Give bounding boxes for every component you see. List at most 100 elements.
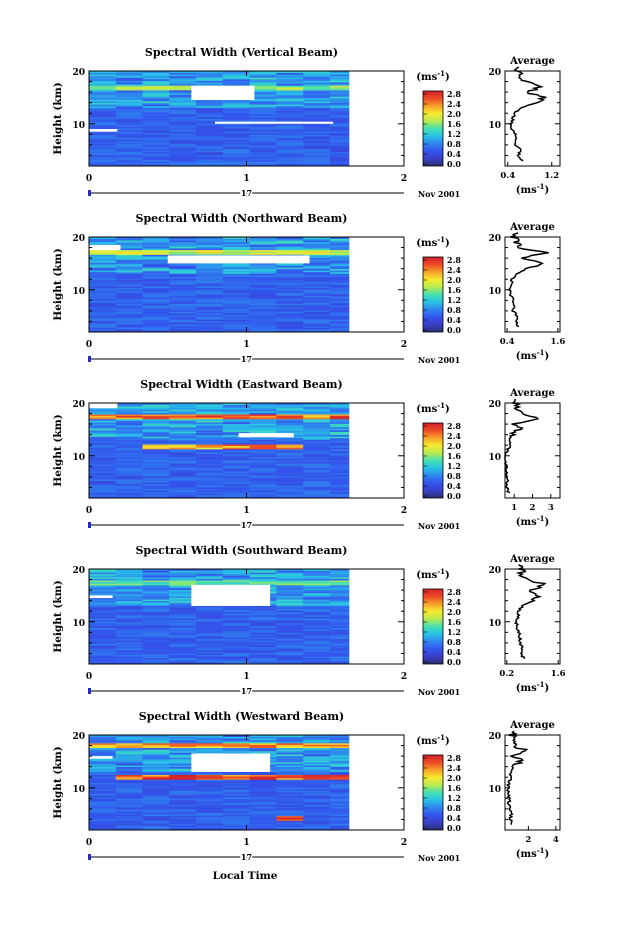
heatmap-cell — [222, 105, 251, 108]
heatmap-cell — [89, 286, 117, 289]
average-profile-line — [508, 66, 547, 162]
heatmap-cell — [329, 592, 350, 595]
heatmap-cell — [249, 575, 277, 578]
heatmap-cell — [329, 74, 350, 77]
heatmap-cell — [89, 284, 117, 287]
heatmap-cell — [196, 153, 224, 156]
heatmap-cell — [142, 154, 170, 157]
heatmap-cell — [196, 129, 224, 132]
heatmap-cell — [142, 426, 170, 429]
heatmap-cell — [276, 140, 304, 143]
heatmap-cell — [169, 164, 197, 167]
heatmap-cell — [222, 645, 251, 647]
heatmap-cell — [115, 782, 143, 785]
heatmap-cell — [169, 109, 197, 111]
heatmap-cell — [142, 90, 170, 92]
heatmap-cell — [142, 765, 170, 768]
heatmap-cell — [222, 279, 251, 282]
heatmap-cell — [169, 126, 197, 129]
heatmap-cell — [89, 483, 117, 486]
colorbar-tick-label: 0.4 — [447, 647, 461, 657]
heatmap-cell — [276, 145, 304, 148]
heatmap-cell — [249, 629, 277, 632]
heatmap-cell — [276, 300, 304, 303]
heatmap-cell — [222, 316, 251, 319]
heatmap-cell — [142, 428, 170, 431]
heatmap-cell — [89, 83, 117, 86]
heatmap-cell — [329, 657, 350, 660]
heatmap-cell — [222, 273, 251, 276]
heatmap-cell — [249, 238, 277, 241]
heatmap-cell — [169, 624, 197, 627]
heatmap-cell — [89, 140, 117, 143]
heatmap-cell — [115, 750, 143, 753]
heatmap-cell — [249, 83, 277, 86]
heatmap-cell — [89, 581, 117, 584]
heatmap-cell — [142, 88, 170, 91]
date-day-label: 17 — [241, 520, 252, 530]
heatmap-cell — [89, 78, 117, 81]
heatmap-cell — [89, 586, 117, 589]
heatmap-cell — [276, 766, 304, 769]
heatmap-cell — [169, 616, 197, 619]
heatmap-cell — [169, 818, 197, 821]
heatmap-cell — [222, 464, 251, 467]
heatmap-cell — [249, 738, 277, 741]
heatmap-cell — [276, 467, 304, 470]
y-tick-label: 20 — [72, 400, 85, 410]
heatmap-cell — [115, 311, 143, 314]
heatmap-cell — [222, 581, 251, 584]
heatmap-cell — [169, 243, 197, 246]
heatmap-cell — [303, 434, 331, 437]
heatmap-cell — [142, 143, 170, 146]
heatmap-cell — [276, 629, 304, 632]
heatmap-cell — [196, 241, 224, 244]
heatmap-cell — [276, 784, 304, 787]
missing-data-block — [89, 244, 121, 251]
heatmap-cell — [169, 747, 197, 750]
heatmap-cell — [142, 433, 170, 436]
heatmap-cell — [276, 823, 304, 826]
heatmap-cell — [329, 480, 350, 483]
heatmap-cell — [276, 624, 304, 627]
heatmap-cell — [276, 113, 304, 116]
heatmap-cell — [276, 417, 304, 420]
heatmap-cell — [89, 82, 117, 85]
heatmap-cell — [196, 735, 224, 737]
heatmap-cell — [196, 308, 224, 311]
heatmap-cell — [169, 796, 197, 799]
heatmap-cell — [142, 120, 170, 123]
heatmap-cell — [115, 143, 143, 146]
heatmap-cell — [329, 305, 350, 308]
heatmap-cell — [169, 249, 197, 252]
heatmap-cell — [222, 404, 251, 407]
heatmap-cell — [196, 483, 224, 486]
heatmap-cell — [222, 735, 251, 737]
average-title: Average — [509, 56, 555, 67]
heatmap-cell — [142, 72, 170, 75]
heatmap-cell — [142, 240, 170, 243]
heatmap-cell — [222, 422, 251, 424]
heatmap-cell — [89, 86, 117, 89]
heatmap-cell — [89, 608, 117, 611]
heatmap-cell — [89, 143, 117, 146]
heatmap-cell — [142, 309, 170, 312]
heatmap-cell — [89, 154, 117, 157]
heatmap-cell — [249, 801, 277, 804]
heatmap-cell — [142, 431, 170, 434]
heatmap-cell — [142, 741, 170, 744]
heatmap-cell — [249, 297, 277, 300]
heatmap-cell — [249, 97, 277, 100]
heatmap-cell — [249, 441, 277, 443]
heatmap-cell — [196, 118, 224, 121]
heatmap-cell — [89, 769, 117, 772]
heatmap-cell — [89, 594, 117, 597]
heatmap-cell — [303, 570, 331, 573]
heatmap-cell — [169, 790, 197, 793]
heatmap-cell — [276, 458, 304, 461]
heatmap-cell — [115, 441, 143, 443]
heatmap-cell — [115, 260, 143, 263]
heatmap-cell — [196, 300, 224, 303]
heatmap-cell — [115, 576, 143, 579]
heatmap-cell — [89, 456, 117, 459]
